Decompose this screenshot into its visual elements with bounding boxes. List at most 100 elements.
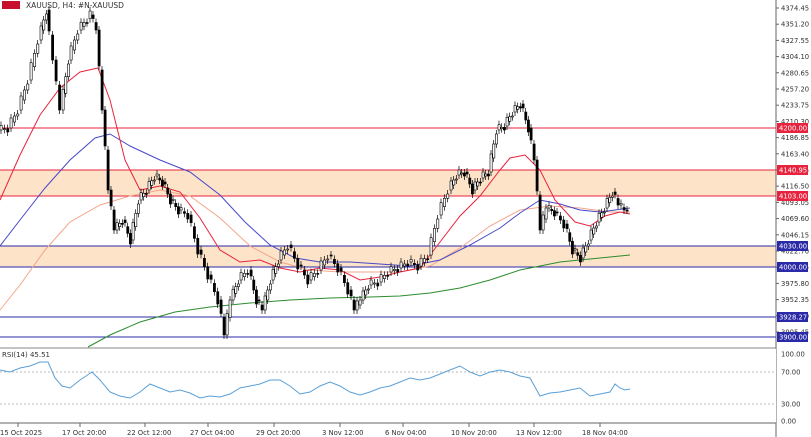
candle-body — [565, 223, 569, 229]
chart-title: XAUUSD, H4: #N-XAUUSD — [26, 1, 124, 10]
candle-body — [47, 9, 51, 32]
candle-body — [619, 203, 623, 206]
candle-body — [3, 128, 6, 130]
candle-body — [166, 187, 170, 195]
candle-body — [88, 10, 92, 20]
price-tick-label: 4351.20 — [781, 21, 809, 29]
candle-body — [521, 103, 525, 109]
candle-body — [516, 106, 520, 110]
candle-body — [42, 19, 46, 31]
candle-body — [263, 295, 267, 311]
candle-body — [199, 249, 203, 255]
candle-body — [58, 84, 62, 111]
candle-body — [23, 89, 26, 101]
candle-body — [479, 181, 482, 184]
candle-body — [336, 263, 340, 273]
candle-body — [555, 211, 559, 214]
price-tick-label: 3975.80 — [781, 280, 809, 288]
candle-body — [625, 209, 629, 212]
candle-body — [584, 245, 588, 253]
candle-body — [179, 207, 183, 211]
candle-body — [219, 299, 223, 314]
candle-body — [252, 279, 256, 291]
candle-body — [126, 226, 130, 234]
price-tick-label: 4093.05 — [781, 199, 809, 207]
candle-body — [571, 241, 574, 255]
candle-body — [605, 198, 609, 209]
candle-body — [147, 181, 151, 191]
candle-body — [169, 193, 172, 205]
level-tag-label: 4103.00 — [779, 193, 807, 201]
candle-body — [309, 272, 313, 281]
candle-body — [299, 264, 303, 267]
candle-body — [293, 251, 296, 259]
price-tick-label: 4327.55 — [781, 37, 809, 45]
candle-body — [355, 300, 359, 311]
candle-body — [286, 248, 290, 251]
candle-body — [544, 207, 548, 220]
candle-body — [239, 272, 243, 281]
candle-body — [177, 206, 180, 215]
candle-body — [473, 181, 477, 191]
candle-body — [228, 299, 232, 318]
candle-body — [231, 289, 235, 301]
candle-body — [527, 119, 530, 133]
candle-body — [484, 173, 488, 177]
candle-body — [503, 127, 506, 131]
price-tick-label: 3952.35 — [781, 296, 809, 304]
candle-body — [495, 133, 498, 145]
candle-body — [206, 266, 210, 280]
candle-body — [547, 205, 551, 209]
candle-body — [277, 263, 280, 267]
candle-body — [529, 127, 533, 141]
candle-body — [492, 143, 496, 159]
candle-body — [465, 171, 469, 175]
candle-body — [323, 259, 326, 266]
level-tag-box — [777, 165, 808, 175]
rsi-line — [0, 361, 631, 399]
time-tick-label: 29 Oct 20:00 — [256, 429, 300, 437]
resistance-zone — [0, 170, 776, 196]
candle-body — [463, 172, 466, 177]
candle-body — [449, 180, 453, 191]
level-tag-label: 4200.00 — [779, 125, 807, 133]
candle-body — [439, 202, 443, 216]
candle-body — [186, 213, 190, 220]
candle-body — [343, 275, 346, 283]
candle-body — [476, 181, 480, 187]
candle-body — [589, 229, 593, 241]
candle-body — [115, 222, 119, 231]
candle-body — [260, 304, 264, 311]
level-tag-box — [777, 191, 808, 201]
candle-body — [85, 22, 89, 24]
candle-body — [213, 283, 216, 292]
candle-body — [457, 169, 461, 176]
candle-body — [389, 266, 393, 273]
candle-body — [91, 14, 95, 19]
time-tick-label: 6 Nov 04:00 — [385, 429, 427, 437]
candle-body — [118, 223, 122, 227]
candle-body — [500, 127, 504, 129]
candle-body — [576, 252, 580, 256]
time-axis[interactable]: 15 Oct 2025 17 Oct 20:00 22 Oct 12:00 27 Oc… — [0, 423, 628, 437]
candle-body — [249, 269, 253, 277]
ma-fast-line — [0, 67, 631, 281]
candle-body — [611, 195, 614, 198]
candle-body — [505, 117, 509, 127]
level-tag-box — [777, 312, 808, 322]
candle-body — [33, 53, 36, 67]
candle-body — [271, 269, 275, 281]
candle-body — [326, 258, 330, 261]
candle-body — [346, 282, 350, 295]
candle-body — [196, 238, 200, 255]
price-tick-label: 4022.70 — [781, 248, 809, 256]
candle-body — [406, 263, 410, 267]
candle-body — [379, 274, 383, 283]
candle-body — [189, 214, 193, 223]
candle-body — [419, 258, 423, 267]
candle-body — [587, 243, 590, 247]
candle-body — [608, 197, 612, 203]
price-tick-label: 4186.85 — [781, 134, 809, 142]
rsi-axis: 100.00 70.00 30.00 0.00 — [781, 351, 805, 426]
candle-body — [559, 215, 562, 221]
